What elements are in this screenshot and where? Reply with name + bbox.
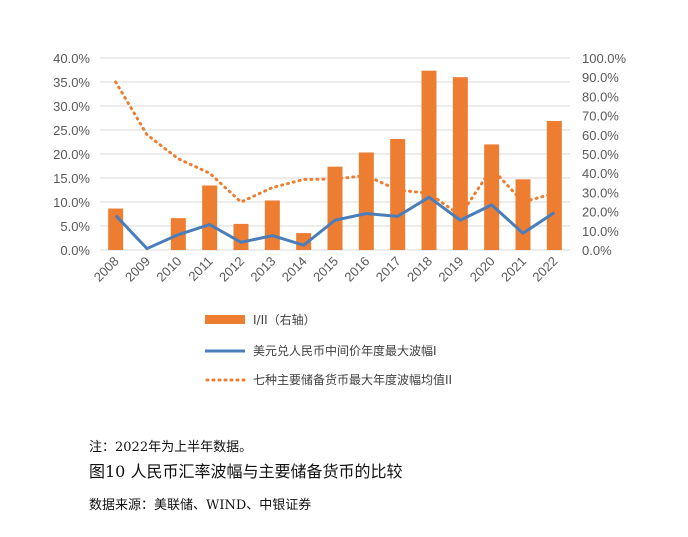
y-left-tick-label: 15.0%	[53, 171, 90, 186]
bar	[233, 223, 249, 250]
data-source: 数据来源：美联储、WIND、中银证券	[89, 498, 312, 513]
y-right-tick-label: 70.0%	[582, 109, 619, 124]
legend-label: I/II（右轴）	[253, 312, 316, 327]
exchange-rate-volatility-line	[114, 195, 556, 251]
bar	[202, 185, 218, 250]
y-right-tick-label: 80.0%	[582, 89, 619, 104]
x-tick-label: 2019	[435, 254, 466, 285]
bar	[484, 144, 500, 250]
x-tick-label: 2012	[216, 254, 247, 285]
y-right-tick-label: 30.0%	[582, 185, 619, 200]
bar	[546, 120, 562, 250]
y-left-tick-label: 30.0%	[53, 99, 90, 114]
x-tick-label: 2020	[467, 254, 498, 285]
y-right-tick-label: 10.0%	[582, 224, 619, 239]
x-tick-label: 2009	[122, 254, 153, 285]
y-left-tick-label: 10.0%	[53, 195, 90, 210]
y-left-tick-label: 25.0%	[53, 123, 90, 138]
y-right-tick-label: 40.0%	[582, 166, 619, 181]
bar	[358, 152, 374, 250]
x-tick-label: 2011	[185, 254, 215, 284]
left-axis-ticks: 0.0% 5.0% 10.0% 15.0% 20.0% 25.0% 30.0% 35.0% 40…	[53, 51, 90, 258]
y-right-tick-label: 50.0%	[582, 147, 619, 162]
legend-label: 七种主要储备货币最大年度波幅均值II	[253, 372, 452, 387]
x-tick-label: 2013	[247, 254, 278, 285]
y-left-tick-label: 5.0%	[60, 219, 90, 234]
y-right-tick-label: 90.0%	[582, 70, 619, 85]
bar	[296, 233, 312, 250]
x-tick-label: 2016	[341, 254, 372, 285]
y-right-tick-label: 60.0%	[582, 128, 619, 143]
right-axis-ticks: 0.0% 10.0% 20.0% 30.0% 40.0% 50.0% 60.0% 70.0% 8…	[582, 51, 627, 258]
y-left-tick-label: 0.0%	[60, 243, 90, 258]
x-tick-label: 2008	[91, 254, 122, 285]
chart-note: 注：2022年为上半年数据。	[89, 440, 253, 455]
x-tick-label: 2022	[529, 254, 560, 285]
bar	[421, 70, 437, 250]
bar	[515, 179, 531, 250]
bar	[264, 200, 280, 250]
x-tick-label: 2018	[404, 254, 435, 285]
x-axis-ticks: 2008 2009 2010 2011 2012 2013 2014 2015 2016 2017…	[91, 254, 561, 285]
x-tick-label: 2017	[373, 254, 404, 285]
y-left-tick-label: 20.0%	[53, 147, 90, 162]
bar-series	[108, 70, 562, 250]
x-tick-label: 2021	[498, 254, 529, 285]
y-left-tick-label: 35.0%	[53, 75, 90, 90]
reserve-currency-volatility-line	[114, 80, 556, 218]
bar	[108, 208, 124, 250]
x-tick-label: 2015	[310, 254, 341, 285]
legend: I/II（右轴） 美元兑人民币中间价年度最大波幅I 七种主要储备货币最大年度波幅均值…	[205, 312, 452, 387]
figure-caption: 图10 人民币汇率波幅与主要储备货币的比较	[89, 462, 403, 481]
legend-swatch-bar	[205, 315, 245, 324]
legend-label: 美元兑人民币中间价年度最大波幅I	[253, 343, 437, 358]
y-left-tick-label: 40.0%	[53, 51, 90, 66]
x-tick-label: 2014	[279, 254, 310, 285]
line-series	[114, 80, 556, 251]
x-tick-label: 2010	[153, 254, 184, 285]
bar	[327, 166, 343, 250]
y-right-tick-label: 0.0%	[582, 243, 612, 258]
y-right-tick-label: 100.0%	[582, 51, 627, 66]
y-right-tick-label: 20.0%	[582, 205, 619, 220]
bar	[390, 139, 406, 250]
bar	[452, 77, 468, 250]
